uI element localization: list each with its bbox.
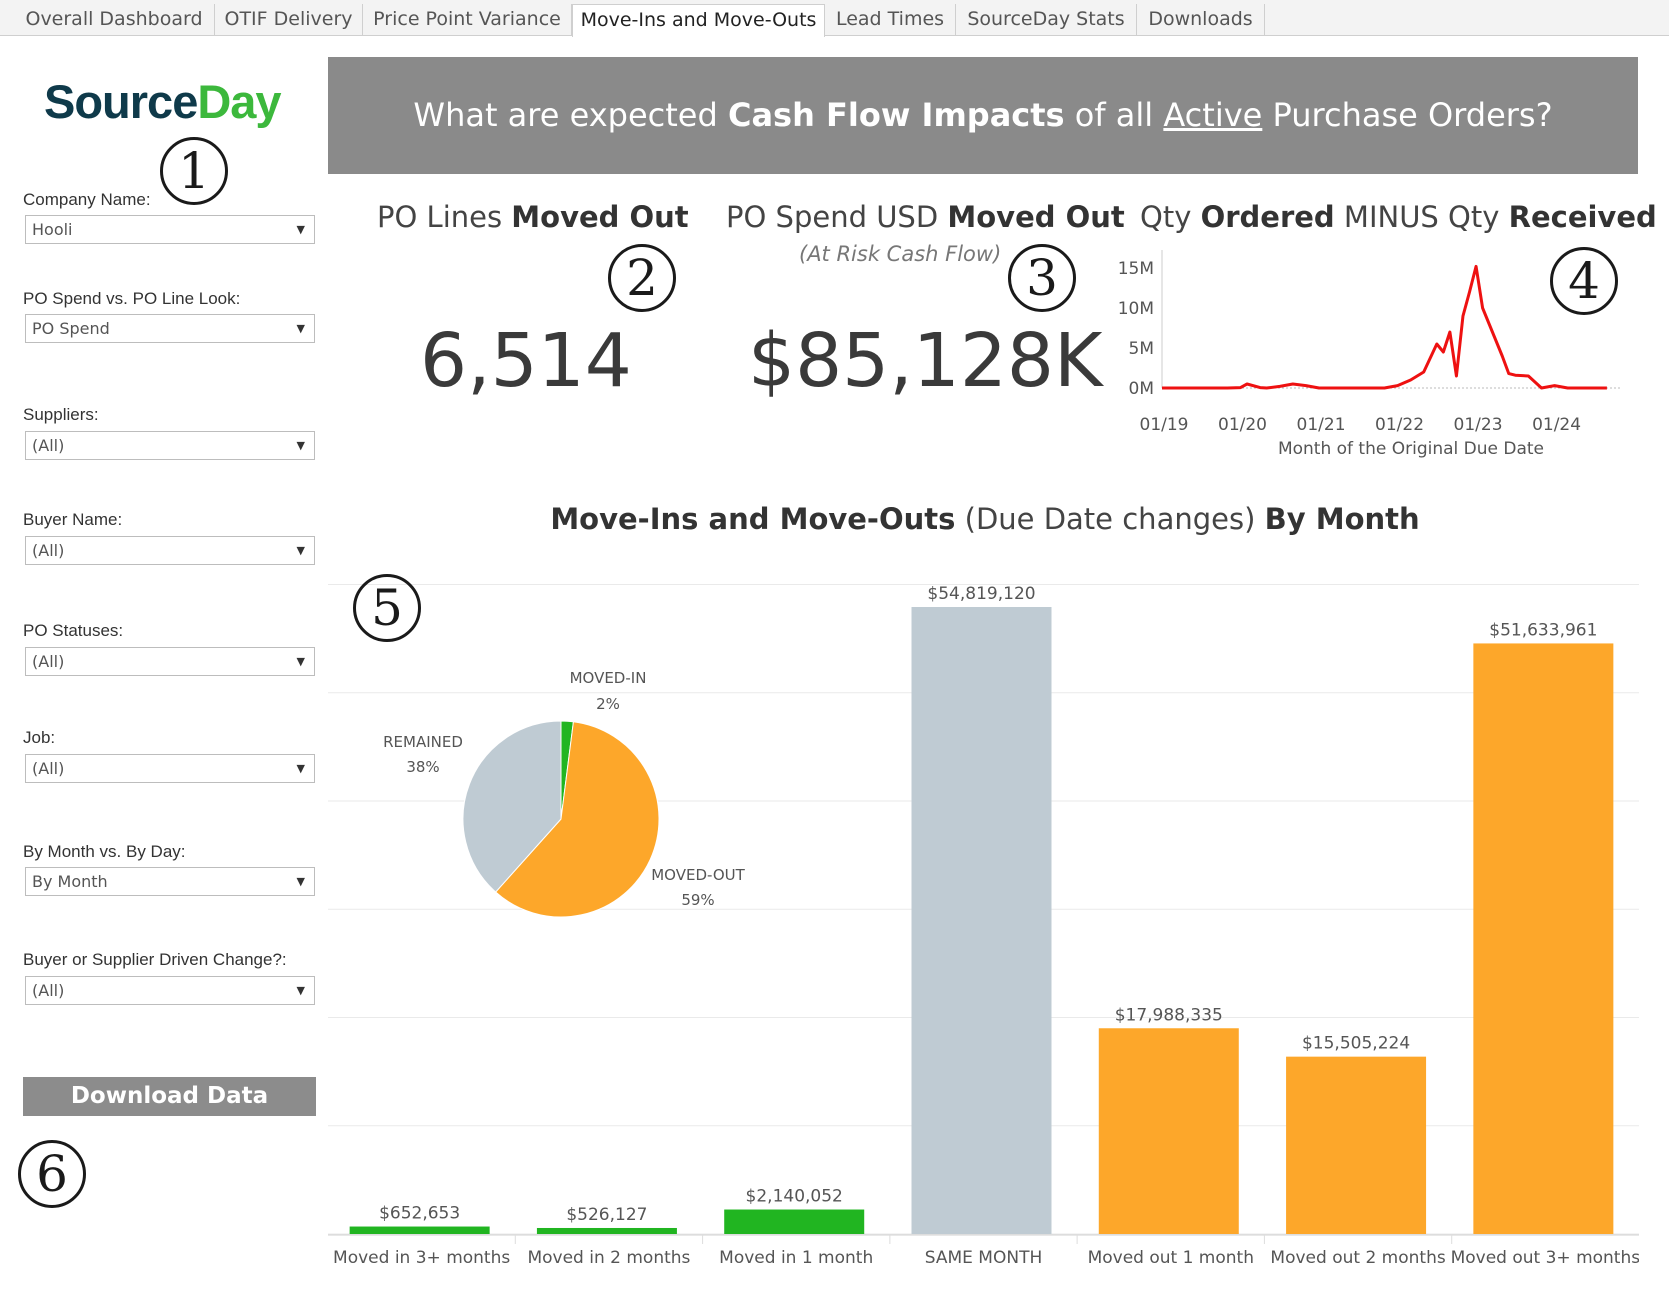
pie-label: MOVED-IN (570, 669, 647, 687)
move-bar-chart: $652,653 Moved in 3+ months $526,127 Moved … (328, 583, 1639, 1268)
annotation-6-icon: 6 (18, 1140, 86, 1208)
bar-value-label: $652,653 (379, 1204, 460, 1224)
pie-label: MOVED-OUT (651, 866, 745, 884)
annotation-5-icon: 5 (353, 574, 421, 642)
annotation-2-icon: 2 (608, 244, 676, 312)
line-chart-y-tick: 5M (1129, 339, 1154, 359)
filter-label-month-day: By Month vs. By Day: (23, 842, 186, 861)
filter-label-po-statuses: PO Statuses: (23, 621, 124, 640)
page-title-banner: What are expected Cash Flow Impacts of a… (328, 57, 1638, 174)
bar-1 (349, 1226, 490, 1234)
dropdown-arrow-icon: ▼ (296, 322, 305, 335)
pie-label: REMAINED (383, 733, 463, 751)
bar-value-label: $17,988,335 (1115, 1005, 1223, 1025)
filter-label-job: Job: (23, 728, 56, 747)
dropdown-arrow-icon: ▼ (296, 439, 305, 452)
bar-2 (536, 1227, 677, 1234)
tab-overall-dashboard[interactable]: Overall Dashboard (14, 4, 215, 36)
po-statuses-select[interactable]: (All) ▼ (25, 647, 315, 676)
pie-slice-moved-out (494, 721, 660, 918)
line-chart-x-label: Month of the Original Due Date (1278, 439, 1544, 459)
line-chart-x-tick: 01/20 (1218, 415, 1267, 435)
line-chart-x-tick: 01/19 (1140, 415, 1189, 435)
bar-value-label: $15,505,224 (1302, 1034, 1410, 1054)
filter-label-driven-change: Buyer or Supplier Driven Change?: (23, 950, 287, 969)
line-chart-title: Qty Ordered MINUS Qty Received (1140, 200, 1657, 234)
bar-category-label: Moved out 1 month (1088, 1248, 1254, 1268)
filter-label-look: PO Spend vs. PO Line Look: (23, 289, 241, 308)
bar-value-label: $2,140,052 (746, 1187, 843, 1207)
bar-category-label: Moved out 3+ months (1451, 1248, 1639, 1268)
dropdown-arrow-icon: ▼ (296, 762, 305, 775)
bar-4 (911, 607, 1052, 1234)
filter-label-company: Company Name: (23, 190, 151, 209)
bar-chart-title: Move-Ins and Move-Outs (Due Date changes… (550, 502, 1420, 536)
bar-category-label: Moved in 3+ months (333, 1248, 510, 1268)
dropdown-arrow-icon: ▼ (296, 223, 305, 236)
line-chart-y-tick: 15M (1118, 259, 1154, 279)
suppliers-select[interactable]: (All) ▼ (25, 431, 315, 460)
line-chart-x-tick: 01/24 (1532, 415, 1581, 435)
tab-bar: Overall Dashboard OTIF Delivery Price Po… (0, 0, 1669, 37)
tab-otif-delivery[interactable]: OTIF Delivery (215, 4, 363, 36)
bar-category-label: Moved in 2 months (527, 1248, 690, 1268)
month-vs-day-select[interactable]: By Month ▼ (25, 867, 315, 896)
dropdown-arrow-icon: ▼ (296, 544, 305, 557)
kpi-spend-subtitle: (At Risk Cash Flow) (799, 242, 1002, 266)
pie-percent-label: 2% (596, 695, 620, 713)
bar-6 (1286, 1056, 1427, 1234)
driven-change-select[interactable]: (All) ▼ (25, 976, 315, 1005)
bar-category-label: Moved out 2 months (1270, 1248, 1445, 1268)
sourceday-logo: SourceDay (44, 75, 282, 128)
company-name-select[interactable]: Hooli ▼ (25, 215, 315, 244)
line-chart-y-tick: 0M (1129, 379, 1154, 399)
pie-slice-remained (462, 720, 562, 893)
bar-value-label: $51,633,961 (1489, 620, 1597, 640)
annotation-4-icon: 4 (1550, 247, 1618, 315)
dropdown-arrow-icon: ▼ (296, 655, 305, 668)
bar-3 (724, 1209, 865, 1234)
tab-price-point-variance[interactable]: Price Point Variance (363, 4, 572, 36)
kpi-lines-value: 6,514 (420, 318, 632, 404)
line-chart-y-tick: 10M (1118, 299, 1154, 319)
bar-value-label: $54,819,120 (927, 584, 1035, 604)
kpi-spend-value: $85,128K (748, 318, 1103, 404)
line-chart-series (1162, 264, 1607, 390)
filter-label-buyer: Buyer Name: (23, 510, 123, 529)
job-select[interactable]: (All) ▼ (25, 754, 315, 783)
dropdown-arrow-icon: ▼ (296, 984, 305, 997)
spend-vs-line-select[interactable]: PO Spend ▼ (25, 314, 315, 343)
pie-percent-label: 59% (681, 891, 714, 909)
qty-line-chart: 0M 5M 10M 15M 01/19 01/20 01/21 01/22 01/23 01/24… (1118, 250, 1620, 459)
bar-category-label: Moved in 1 month (719, 1248, 873, 1268)
tab-downloads[interactable]: Downloads (1137, 4, 1265, 36)
annotation-1-icon: 1 (160, 137, 228, 205)
download-data-button[interactable]: Download Data (23, 1077, 316, 1116)
bar-5 (1098, 1028, 1239, 1234)
line-chart-x-tick: 01/21 (1297, 415, 1346, 435)
kpi-lines-title: PO Lines Moved Out (377, 200, 689, 234)
bar-value-label: $526,127 (566, 1205, 647, 1225)
tab-lead-times[interactable]: Lead Times (825, 4, 956, 36)
tab-move-ins-move-outs[interactable]: Move-Ins and Move-Outs (572, 4, 825, 37)
dropdown-arrow-icon: ▼ (296, 875, 305, 888)
line-chart-x-tick: 01/23 (1454, 415, 1503, 435)
filter-label-suppliers: Suppliers: (23, 405, 99, 424)
tab-sourceday-stats[interactable]: SourceDay Stats (956, 4, 1137, 36)
annotation-3-icon: 3 (1008, 244, 1076, 312)
buyer-name-select[interactable]: (All) ▼ (25, 536, 315, 565)
line-chart-x-tick: 01/22 (1375, 415, 1424, 435)
bar-7 (1473, 643, 1614, 1234)
bar-category-label: SAME MONTH (925, 1248, 1042, 1268)
kpi-spend-title: PO Spend USD Moved Out (726, 200, 1125, 234)
pie-percent-label: 38% (406, 758, 439, 776)
